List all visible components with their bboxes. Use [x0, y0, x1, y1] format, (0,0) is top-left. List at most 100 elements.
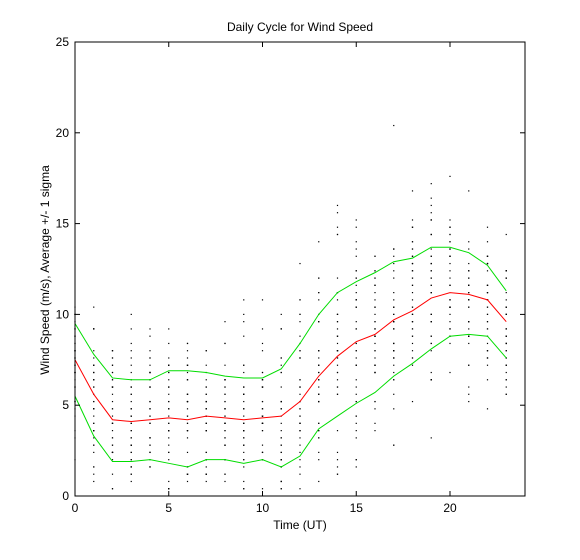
series-line-upper-sigma	[74, 246, 507, 381]
observation-point	[130, 386, 132, 388]
observation-point	[355, 219, 357, 221]
observation-point	[168, 480, 170, 483]
observation-point	[486, 313, 489, 315]
observation-point	[468, 241, 470, 243]
observation-point	[261, 299, 264, 301]
observation-point	[224, 364, 226, 366]
observation-point	[336, 386, 339, 388]
observation-point	[355, 379, 357, 381]
observation-point	[393, 364, 395, 366]
observation-point	[393, 262, 395, 265]
observation-point	[449, 306, 451, 308]
observation-point	[411, 190, 414, 192]
observation-point	[299, 350, 301, 352]
observation-point	[224, 422, 226, 424]
observation-point	[261, 430, 264, 432]
observation-point	[336, 226, 339, 228]
observation-point	[318, 379, 320, 381]
observation-point	[468, 328, 470, 330]
observation-point	[449, 233, 451, 236]
observation-point	[486, 357, 489, 359]
y-axis-label: Wind Speed (m/s), Average +/- 1 sigma	[38, 165, 52, 375]
observation-point	[149, 335, 151, 337]
observation-point	[505, 313, 507, 315]
observation-point	[336, 393, 339, 395]
observation-point	[374, 299, 376, 301]
observation-point	[93, 422, 95, 424]
observation-point	[355, 364, 357, 366]
observation-point	[393, 408, 395, 410]
plot-area-frame	[74, 41, 526, 497]
observation-point	[505, 292, 507, 294]
observation-point	[186, 451, 189, 454]
observation-point	[130, 357, 132, 359]
chart-title: Daily Cycle for Wind Speed	[227, 20, 373, 34]
observation-point	[111, 459, 114, 461]
observation-point	[280, 459, 282, 461]
observation-point	[168, 488, 170, 490]
observation-point	[280, 364, 282, 366]
observation-point	[318, 299, 320, 301]
observation-point	[355, 386, 357, 388]
observation-point	[299, 444, 301, 446]
observation-point	[224, 386, 226, 388]
observation-point	[374, 430, 376, 432]
observation-point	[318, 430, 320, 432]
observation-point	[243, 386, 245, 388]
observation-point	[186, 473, 189, 475]
observation-point	[280, 451, 282, 454]
observation-point	[224, 321, 226, 323]
observation-point	[318, 422, 320, 424]
observation-point	[149, 400, 151, 403]
observation-point	[111, 350, 114, 352]
observation-point	[93, 437, 95, 439]
observation-point	[130, 466, 132, 468]
observation-point	[243, 313, 245, 315]
observation-point	[130, 480, 132, 483]
observation-point	[186, 415, 189, 417]
observation-point	[374, 400, 376, 403]
observation-point	[318, 480, 320, 483]
observation-point	[280, 422, 282, 424]
observation-point	[430, 183, 432, 185]
observation-point	[243, 400, 245, 403]
observation-point	[280, 480, 282, 483]
observation-point	[468, 364, 470, 366]
observation-point	[468, 248, 470, 250]
observation-point	[130, 444, 132, 446]
observation-point	[411, 306, 414, 308]
observation-point	[468, 386, 470, 388]
observation-point	[468, 342, 470, 345]
observation-point	[205, 408, 207, 410]
observation-point	[149, 444, 151, 446]
observation-point	[505, 371, 507, 374]
observation-point	[111, 451, 114, 454]
observation-point	[243, 437, 245, 439]
observation-point	[261, 422, 264, 424]
observation-point	[111, 444, 114, 446]
observation-point	[168, 437, 170, 439]
observation-point	[411, 292, 414, 294]
observation-point	[411, 328, 414, 330]
observation-point	[355, 422, 357, 424]
observation-point	[318, 364, 320, 366]
observation-point	[355, 357, 357, 359]
observation-point	[299, 313, 301, 315]
observation-point	[243, 364, 245, 366]
observation-point	[468, 292, 470, 294]
observation-point	[355, 284, 357, 286]
observation-point	[449, 270, 451, 272]
y-axis-ticks: 0 5 10 15 20 25	[56, 35, 525, 503]
observation-point	[449, 313, 451, 315]
observation-point	[205, 364, 207, 366]
observation-point	[93, 444, 95, 446]
observation-point	[93, 350, 95, 352]
observation-point	[430, 248, 432, 250]
observation-point	[486, 342, 489, 345]
observation-point	[111, 488, 114, 490]
observation-point	[93, 415, 95, 417]
observation-point	[111, 357, 114, 359]
observation-point	[336, 357, 339, 359]
observation-point	[280, 386, 282, 388]
observation-point	[430, 350, 432, 352]
